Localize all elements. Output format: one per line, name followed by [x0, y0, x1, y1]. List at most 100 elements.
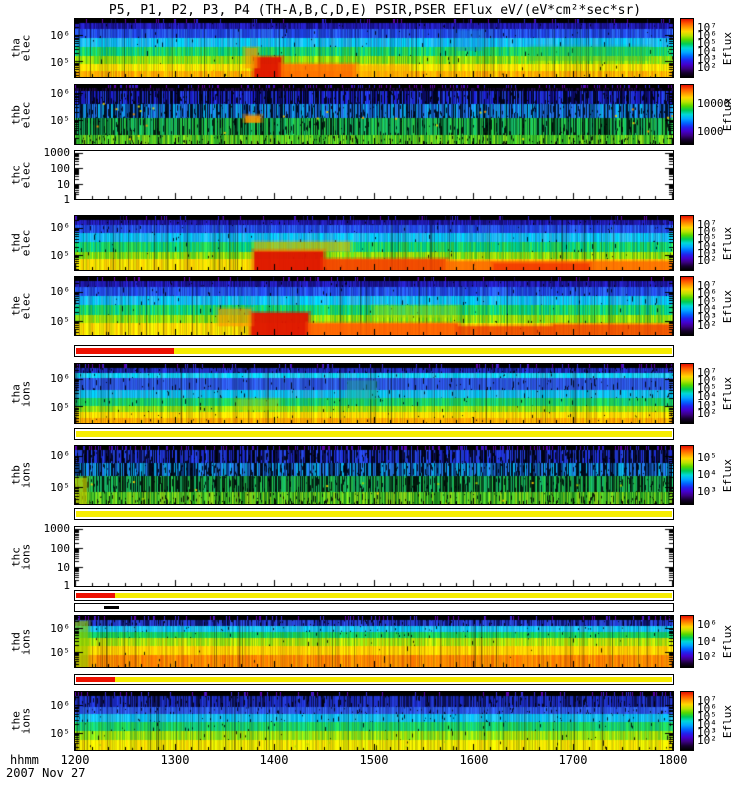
colorbar-title-text: Eflux [721, 97, 735, 132]
status-bar-segment [115, 593, 672, 598]
colorbar-tick-label: 10⁶ [697, 225, 717, 238]
colorbar-tick-label: 10⁴ [697, 635, 717, 648]
status-bar-bar-thc-ions-flag [74, 603, 674, 612]
colorbar-tick-label: 10⁴ [697, 240, 717, 253]
colorbar-thb-ions [680, 445, 694, 505]
y-tick-label: 1000 [43, 146, 71, 159]
colorbar-tick-label: 10³ [697, 726, 717, 739]
y-tick-label: 100 [50, 542, 70, 555]
status-bar-segment [76, 593, 116, 598]
colorbar-tick-label: 10² [697, 319, 717, 332]
spectrogram-the-ions [75, 692, 673, 750]
colorbar-tick-label: 10² [697, 407, 717, 420]
colorbar-tick-label: 10⁶ [697, 287, 717, 300]
panel-thd-elec [74, 215, 674, 271]
status-bar-bar-thb-ions [74, 508, 674, 520]
x-axis-format-label: hhmm [10, 753, 39, 767]
spectrogram-tha-elec [75, 19, 673, 77]
spectrogram-the-elec [75, 277, 673, 335]
panel-thc-elec [74, 150, 674, 200]
spectrogram-thb-elec [75, 85, 673, 144]
colorbar-tick-label: 10⁴ [697, 390, 717, 403]
colorbar-tick-label: 10⁶ [697, 29, 717, 42]
status-bar-bar-thd-ions [74, 674, 674, 685]
colorbar-title-text: Eflux [721, 624, 735, 659]
colorbar-tick-label: 1000 [697, 125, 724, 138]
spectrogram-thc-elec [75, 151, 673, 199]
colorbar-title-text: Eflux [721, 458, 735, 492]
colorbar-tick-label: 10⁷ [697, 694, 717, 707]
y-tick-label: 10⁵ [50, 401, 70, 414]
colorbar-tick-label: 10⁷ [697, 218, 717, 231]
colorbar-thb-elec [680, 84, 694, 145]
colorbar-tick-label: 10³ [697, 247, 717, 260]
y-tick-label: 10⁵ [50, 56, 70, 69]
y-tick-label: 1 [63, 579, 70, 592]
colorbar-tick-label: 10⁴ [697, 718, 717, 731]
colorbar-title: Eflux [720, 84, 736, 145]
colorbar-tick-label: 10⁵ [697, 382, 717, 395]
colorbar-thd-elec [680, 215, 694, 271]
colorbar-tick-label: 10⁵ [697, 710, 717, 723]
plot-title: P5, P1, P2, P3, P4 (TH-A,B,C,D,E) PSIR,P… [108, 3, 642, 18]
colorbar-tick-label: 10⁵ [697, 37, 717, 50]
x-tick-label: 1800 [658, 753, 688, 767]
colorbar-tha-elec [680, 18, 694, 78]
colorbar-tick-label: 10³ [697, 399, 717, 412]
status-bar-segment [76, 348, 174, 354]
colorbar-tick-label: 10⁴ [697, 45, 717, 58]
colorbar-tick-label: 10⁴ [697, 303, 717, 316]
colorbar-title: Eflux [720, 215, 736, 271]
panel-thd-ions [74, 615, 674, 668]
colorbar-tick-label: 10³ [697, 485, 717, 498]
x-tick-label: 1400 [259, 753, 289, 767]
panel-the-elec [74, 276, 674, 336]
x-tick-label: 1500 [359, 753, 389, 767]
colorbar-title-text: Eflux [721, 289, 735, 323]
status-bar-bar-the-elec [74, 345, 674, 357]
y-tick-label: 1000 [43, 522, 71, 535]
spectrogram-tha-ions [75, 364, 673, 423]
x-tick-label: 1200 [60, 753, 90, 767]
y-tick-label: 10⁵ [50, 481, 70, 494]
status-bar-segment [115, 677, 672, 682]
colorbar-tick-label: 10³ [697, 53, 717, 66]
colorbar-title-text: Eflux [721, 376, 735, 411]
status-bar-bar-thc-ions [74, 590, 674, 601]
y-tick-label: 10⁶ [50, 87, 70, 100]
colorbar-tick-label: 10000 [697, 97, 731, 110]
panel-thb-elec [74, 84, 674, 145]
colorbar-tick-label: 10⁷ [697, 21, 717, 34]
colorbar-title: Eflux [720, 691, 736, 751]
panel-tha-elec [74, 18, 674, 78]
y-tick-label: 10⁵ [50, 114, 70, 127]
y-tick-label: 10⁵ [50, 249, 70, 262]
colorbar-tick-label: 10⁵ [697, 232, 717, 245]
status-bar-bar-tha-ions [74, 428, 674, 440]
colorbar-title-text: Eflux [721, 226, 735, 260]
ylabel-thc-ions: thc ions [6, 526, 36, 587]
colorbar-tick-label: 10² [697, 650, 717, 663]
colorbar-title: Eflux [720, 18, 736, 78]
colorbar-tha-ions [680, 363, 694, 424]
ylabel-tha-elec: tha elec [6, 18, 36, 78]
x-tick-label: 1300 [160, 753, 190, 767]
colorbar-the-elec [680, 276, 694, 336]
colorbar-title-text: Eflux [721, 704, 735, 738]
y-tick-label: 1 [63, 193, 70, 206]
colorbar-tick-label: 10⁴ [697, 468, 717, 481]
x-tick-label: 1700 [558, 753, 588, 767]
spectrogram-thb-ions [75, 446, 673, 504]
status-bar-segment [76, 511, 672, 517]
colorbar-title: Eflux [720, 445, 736, 505]
y-tick-label: 10⁵ [50, 646, 70, 659]
colorbar-the-ions [680, 691, 694, 751]
y-tick-label: 10⁶ [50, 372, 70, 385]
colorbar-tick-label: 10² [697, 734, 717, 747]
y-tick-label: 10⁶ [50, 449, 70, 462]
colorbar-tick-label: 10⁶ [697, 374, 717, 387]
colorbar-tick-label: 10⁷ [697, 279, 717, 292]
panel-thb-ions [74, 445, 674, 505]
y-tick-label: 10⁶ [50, 221, 70, 234]
